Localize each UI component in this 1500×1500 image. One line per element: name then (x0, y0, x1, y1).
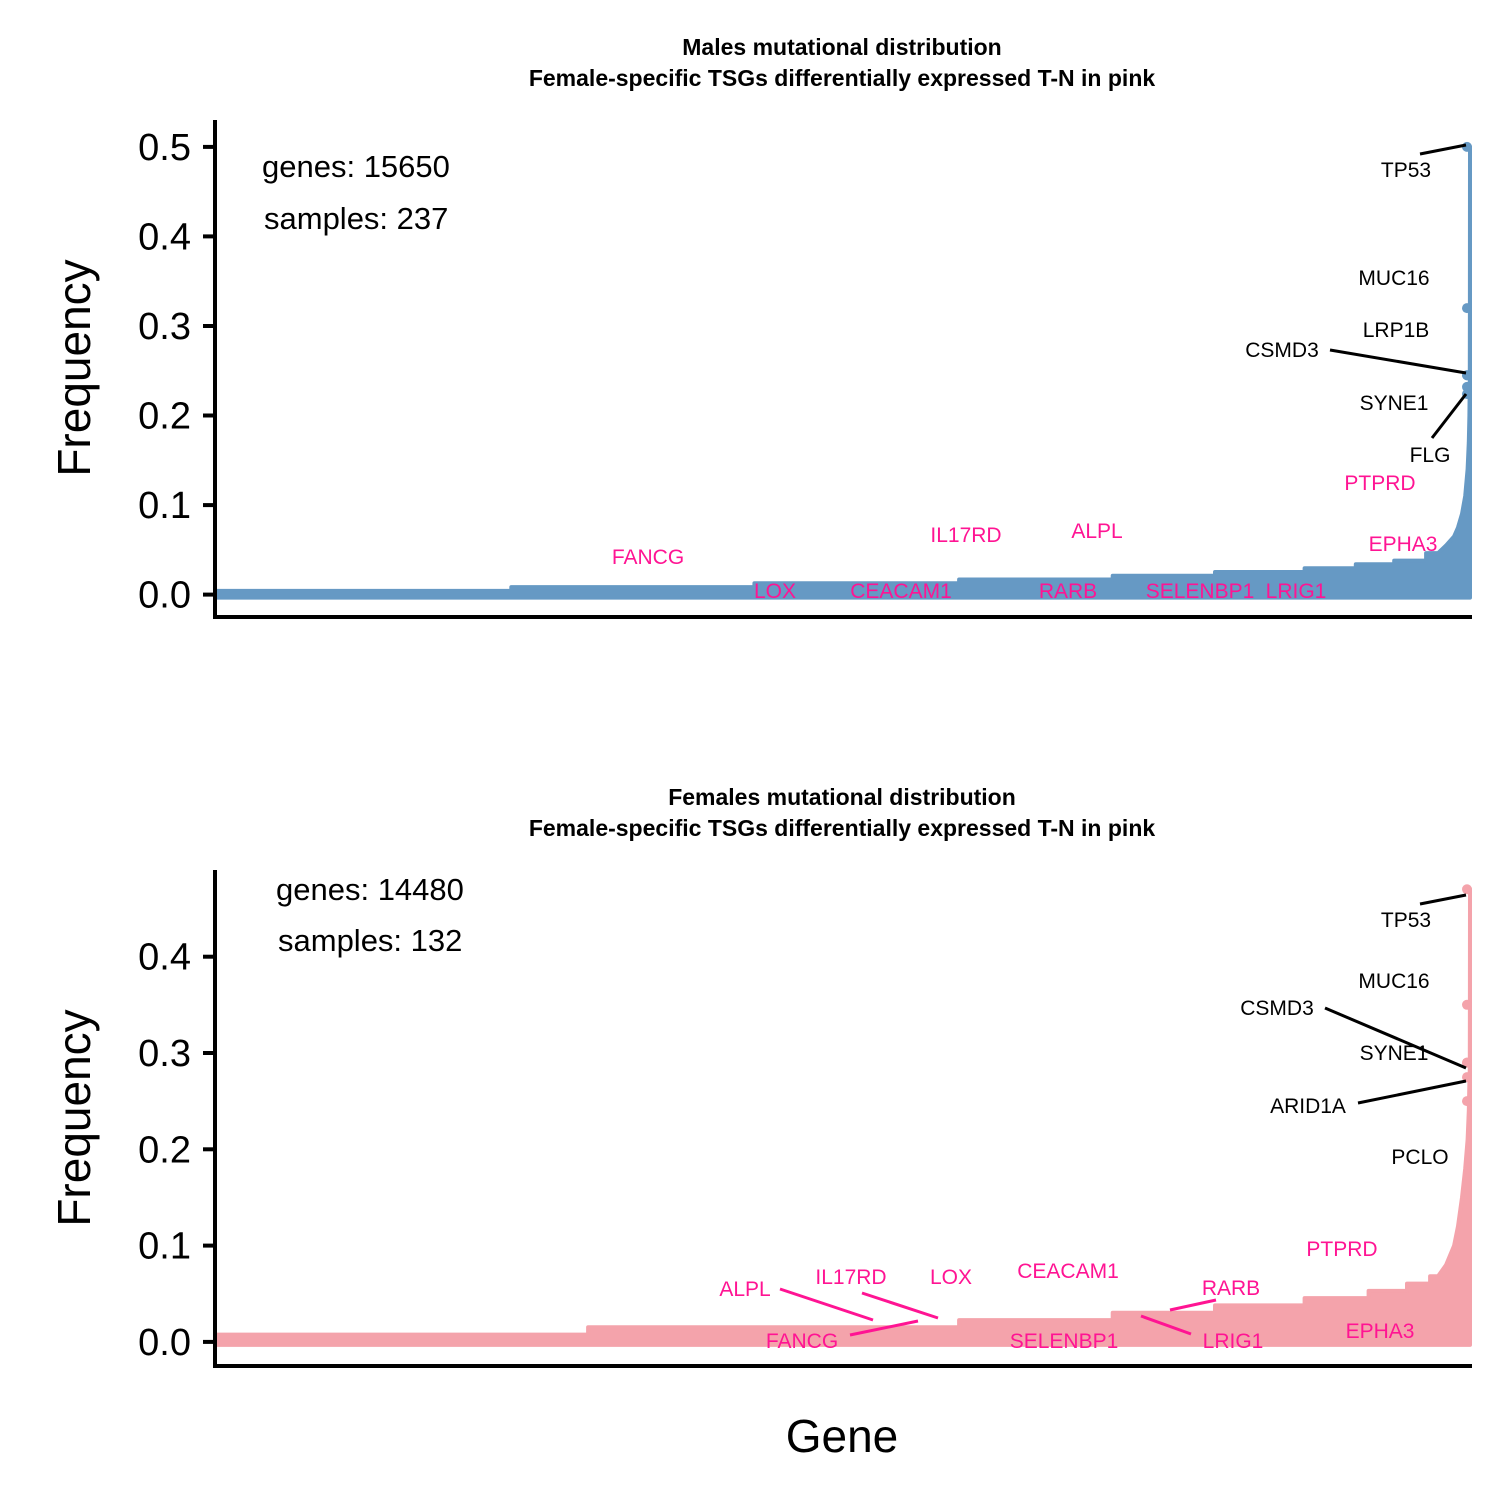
gene-label: RARB (1039, 580, 1097, 603)
leader-line (1419, 893, 1467, 906)
gene-label: LRIG1 (1203, 1330, 1264, 1353)
gene-label: IL17RD (815, 1266, 886, 1289)
gene-label: LRP1B (1363, 319, 1430, 342)
leader-line (1324, 1006, 1467, 1070)
gene-label: TP53 (1381, 909, 1431, 932)
gene-label: EPHA3 (1346, 1320, 1415, 1343)
gene-label: SELENBP1 (1010, 1330, 1119, 1353)
gene-label: MUC16 (1358, 970, 1429, 993)
samples-count: samples: 237 (264, 201, 448, 236)
gene-point (1462, 999, 1472, 1010)
gene-label: ALPL (1071, 520, 1122, 543)
x-axis-title: Gene (786, 1410, 899, 1462)
y-tick-label: 0.0 (138, 1322, 191, 1364)
panel-males: Males mutational distribution Female-spe… (48, 34, 1472, 619)
y-tick-label: 0.2 (138, 1129, 191, 1171)
y-tick-label: 0.2 (138, 396, 191, 438)
gene-label: LOX (930, 1266, 972, 1289)
gene-label: CSMD3 (1240, 997, 1314, 1020)
gene-label: ALPL (719, 1278, 770, 1301)
gene-point (1462, 381, 1472, 392)
gene-label: FANCG (612, 546, 684, 569)
gene-label: LOX (754, 580, 796, 603)
y-tick-label: 0.1 (138, 1226, 191, 1268)
gene-label: EPHA3 (1369, 533, 1438, 556)
gene-label: CEACAM1 (850, 580, 952, 603)
y-axis-title: Frequency (48, 1009, 100, 1226)
y-tick-label: 0.4 (138, 216, 191, 258)
gene-label: SELENBP1 (1146, 580, 1255, 603)
gene-label: LRIG1 (1266, 580, 1327, 603)
top-gene-points (1462, 141, 1472, 399)
gene-label: TP53 (1381, 159, 1431, 182)
gene-point (1462, 1096, 1472, 1107)
distribution-fill (215, 144, 1472, 600)
y-tick-label: 0.0 (138, 575, 191, 617)
y-tick-label: 0.3 (138, 1033, 191, 1075)
gene-label: SYNE1 (1360, 392, 1429, 415)
top-gene-points (1462, 884, 1472, 1107)
gene-label: FANCG (766, 1330, 838, 1353)
gene-point (1462, 303, 1472, 314)
gene-label: PTPRD (1306, 1238, 1377, 1261)
leader-line (849, 1319, 919, 1337)
panel-title-line2: Female-specific TSGs differentially expr… (529, 815, 1156, 841)
gene-label: PTPRD (1344, 472, 1415, 495)
gene-label: CEACAM1 (1017, 1260, 1119, 1283)
leader-line (779, 1287, 874, 1322)
gene-point (1462, 1057, 1472, 1068)
genes-count: genes: 14480 (276, 872, 464, 907)
y-tick-label: 0.3 (138, 306, 191, 348)
leader-line (1357, 1079, 1467, 1105)
leader-line (1430, 393, 1468, 439)
gene-point (1462, 1072, 1472, 1083)
gene-point (1462, 884, 1472, 895)
y-tick-label: 0.4 (138, 937, 191, 979)
y-axis-title: Frequency (48, 259, 100, 476)
y-tick-label: 0.5 (138, 127, 191, 169)
panel-title-line2: Female-specific TSGs differentially expr… (529, 65, 1156, 91)
panel-title-line1: Females mutational distribution (668, 784, 1016, 810)
gene-label: FLG (1410, 444, 1451, 467)
leader-line (861, 1291, 939, 1320)
gene-label: RARB (1202, 1277, 1260, 1300)
leader-line (1329, 348, 1467, 375)
leader-line (1419, 143, 1467, 156)
y-ticks: 0.0 0.1 0.2 0.3 0.4 0.5 (138, 127, 215, 617)
gene-label: IL17RD (930, 524, 1001, 547)
y-ticks: 0.0 0.1 0.2 0.3 0.4 (138, 937, 215, 1364)
distribution-area (215, 144, 1472, 600)
gene-label: CSMD3 (1245, 339, 1319, 362)
y-tick-label: 0.1 (138, 485, 191, 527)
panel-title-line1: Males mutational distribution (682, 34, 1001, 60)
gene-label: PCLO (1391, 1146, 1448, 1169)
samples-count: samples: 132 (278, 923, 462, 958)
gene-label: ARID1A (1270, 1095, 1346, 1118)
leader-line (1169, 1298, 1217, 1312)
gene-label: MUC16 (1358, 267, 1429, 290)
leader-line (1140, 1314, 1192, 1336)
genes-count: genes: 15650 (262, 149, 450, 184)
panel-females: Females mutational distribution Female-s… (48, 784, 1472, 1368)
gene-label: SYNE1 (1360, 1042, 1429, 1065)
